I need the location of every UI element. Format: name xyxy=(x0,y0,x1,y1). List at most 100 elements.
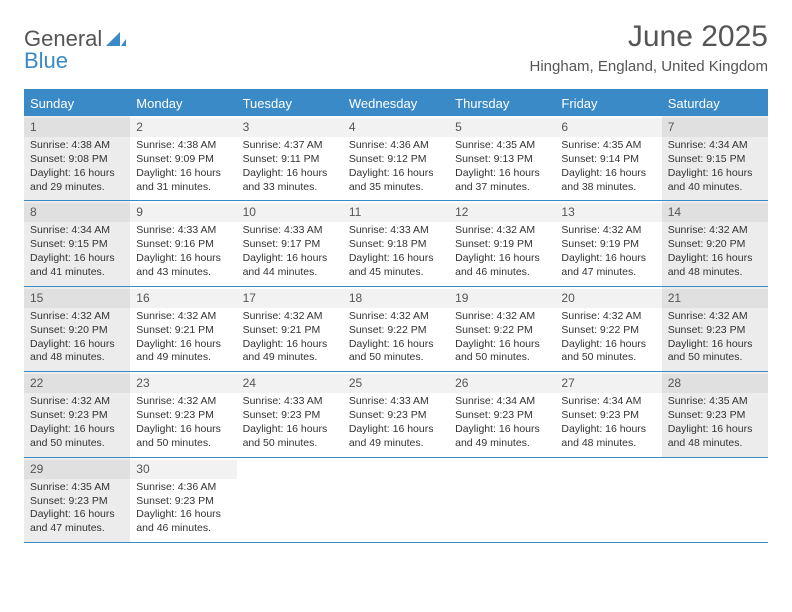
daylight-text-2: and 33 minutes. xyxy=(243,181,337,195)
daylight-text-1: Daylight: 16 hours xyxy=(561,423,655,437)
daylight-text-1: Daylight: 16 hours xyxy=(136,423,230,437)
day-number: 4 xyxy=(349,119,443,136)
calendar-cell: 28 Sunrise: 4:35 AMSunset: 9:23 PMDayligh… xyxy=(662,372,768,456)
day-number: 27 xyxy=(561,375,655,392)
day-number: 22 xyxy=(30,375,124,392)
sunset-text: Sunset: 9:22 PM xyxy=(349,324,443,338)
day-info: Sunrise: 4:33 AMSunset: 9:23 PMDaylight:… xyxy=(243,395,337,450)
dayhead-wednesday: Wednesday xyxy=(343,91,449,116)
calendar-cell: 1 Sunrise: 4:38 AMSunset: 9:08 PMDaylight… xyxy=(24,116,130,200)
daylight-text-1: Daylight: 16 hours xyxy=(349,167,443,181)
day-number: 28 xyxy=(668,375,762,392)
day-info: Sunrise: 4:35 AMSunset: 9:23 PMDaylight:… xyxy=(668,395,762,450)
sunrise-text: Sunrise: 4:34 AM xyxy=(30,224,124,238)
day-number-row: 5 xyxy=(449,118,555,137)
daylight-text-2: and 50 minutes. xyxy=(455,351,549,365)
day-number: 13 xyxy=(561,204,655,221)
sunset-text: Sunset: 9:19 PM xyxy=(455,238,549,252)
sunset-text: Sunset: 9:15 PM xyxy=(30,238,124,252)
daylight-text-2: and 41 minutes. xyxy=(30,266,124,280)
sunrise-text: Sunrise: 4:32 AM xyxy=(243,310,337,324)
daylight-text-2: and 50 minutes. xyxy=(30,437,124,451)
sunset-text: Sunset: 9:23 PM xyxy=(136,409,230,423)
calendar-cell: 8Sunrise: 4:34 AMSunset: 9:15 PMDaylight… xyxy=(24,201,130,285)
day-number-row: 12 xyxy=(449,203,555,222)
calendar-cell: 2Sunrise: 4:38 AMSunset: 9:09 PMDaylight… xyxy=(130,116,236,200)
calendar-cell xyxy=(237,458,343,542)
calendar-cell: 16Sunrise: 4:32 AMSunset: 9:21 PMDayligh… xyxy=(130,287,236,371)
day-number: 10 xyxy=(243,204,337,221)
day-number-row: 22 xyxy=(24,374,130,393)
daylight-text-2: and 47 minutes. xyxy=(30,522,124,536)
dayhead-thursday: Thursday xyxy=(449,91,555,116)
sunrise-text: Sunrise: 4:36 AM xyxy=(136,481,230,495)
daylight-text-2: and 31 minutes. xyxy=(136,181,230,195)
day-info: Sunrise: 4:38 AMSunset: 9:08 PMDaylight:… xyxy=(30,139,124,194)
sunrise-text: Sunrise: 4:33 AM xyxy=(243,395,337,409)
sunset-text: Sunset: 9:23 PM xyxy=(30,409,124,423)
day-number: 24 xyxy=(243,375,337,392)
calendar-week: 22Sunrise: 4:32 AMSunset: 9:23 PMDayligh… xyxy=(24,372,768,457)
day-number: 2 xyxy=(136,119,230,136)
daylight-text-2: and 48 minutes. xyxy=(30,351,124,365)
day-number-row: 19 xyxy=(449,289,555,308)
day-info: Sunrise: 4:32 AMSunset: 9:23 PMDaylight:… xyxy=(30,395,124,450)
sunrise-text: Sunrise: 4:32 AM xyxy=(349,310,443,324)
daylight-text-1: Daylight: 16 hours xyxy=(561,338,655,352)
calendar-cell: 15Sunrise: 4:32 AMSunset: 9:20 PMDayligh… xyxy=(24,287,130,371)
daylight-text-2: and 49 minutes. xyxy=(136,351,230,365)
day-number-row: 25 xyxy=(343,374,449,393)
day-number-row: 11 xyxy=(343,203,449,222)
daylight-text-2: and 50 minutes. xyxy=(349,351,443,365)
day-number: 5 xyxy=(455,119,549,136)
sunrise-text: Sunrise: 4:32 AM xyxy=(30,395,124,409)
calendar-cell: 18 Sunrise: 4:32 AMSunset: 9:22 PMDayligh… xyxy=(343,287,449,371)
sunrise-text: Sunrise: 4:33 AM xyxy=(349,395,443,409)
sunset-text: Sunset: 9:17 PM xyxy=(243,238,337,252)
sunset-text: Sunset: 9:12 PM xyxy=(349,153,443,167)
calendar-cell xyxy=(449,458,555,542)
calendar-cell: 14Sunrise: 4:32 AMSunset: 9:20 PMDayligh… xyxy=(662,201,768,285)
day-info: Sunrise: 4:32 AMSunset: 9:19 PMDaylight:… xyxy=(561,224,655,279)
calendar-cell: 21Sunrise: 4:32 AMSunset: 9:23 PMDayligh… xyxy=(662,287,768,371)
sunrise-text: Sunrise: 4:32 AM xyxy=(455,310,549,324)
sunset-text: Sunset: 9:23 PM xyxy=(561,409,655,423)
calendar-cell: 3Sunrise: 4:37 AMSunset: 9:11 PMDaylight… xyxy=(237,116,343,200)
calendar-cell: 4 Sunrise: 4:36 AMSunset: 9:12 PMDaylight… xyxy=(343,116,449,200)
sunrise-text: Sunrise: 4:32 AM xyxy=(455,224,549,238)
daylight-text-1: Daylight: 16 hours xyxy=(668,338,762,352)
daylight-text-1: Daylight: 16 hours xyxy=(668,423,762,437)
sunrise-text: Sunrise: 4:32 AM xyxy=(561,224,655,238)
sunset-text: Sunset: 9:18 PM xyxy=(349,238,443,252)
sunrise-text: Sunrise: 4:33 AM xyxy=(349,224,443,238)
sunrise-text: Sunrise: 4:32 AM xyxy=(136,395,230,409)
daylight-text-2: and 48 minutes. xyxy=(668,437,762,451)
daylight-text-1: Daylight: 16 hours xyxy=(136,252,230,266)
sunrise-text: Sunrise: 4:36 AM xyxy=(349,139,443,153)
day-number-row: 1 xyxy=(24,118,130,137)
day-number: 14 xyxy=(668,204,762,221)
daylight-text-1: Daylight: 16 hours xyxy=(349,423,443,437)
sunset-text: Sunset: 9:15 PM xyxy=(668,153,762,167)
sunrise-text: Sunrise: 4:32 AM xyxy=(136,310,230,324)
calendar-cell: 26Sunrise: 4:34 AMSunset: 9:23 PMDayligh… xyxy=(449,372,555,456)
daylight-text-2: and 43 minutes. xyxy=(136,266,230,280)
calendar-cell: 10Sunrise: 4:33 AMSunset: 9:17 PMDayligh… xyxy=(237,201,343,285)
calendar-cell xyxy=(555,458,661,542)
daylight-text-1: Daylight: 16 hours xyxy=(30,252,124,266)
day-number-row: 20 xyxy=(555,289,661,308)
daylight-text-1: Daylight: 16 hours xyxy=(243,423,337,437)
day-info: Sunrise: 4:34 AMSunset: 9:15 PMDaylight:… xyxy=(668,139,762,194)
calendar-page: General Blue June 2025 Hingham, England,… xyxy=(0,0,792,563)
sunrise-text: Sunrise: 4:35 AM xyxy=(668,395,762,409)
sunset-text: Sunset: 9:21 PM xyxy=(243,324,337,338)
day-info: Sunrise: 4:32 AMSunset: 9:22 PMDaylight:… xyxy=(349,310,443,365)
sunrise-text: Sunrise: 4:35 AM xyxy=(30,481,124,495)
day-number: 18 xyxy=(349,290,443,307)
daylight-text-2: and 50 minutes. xyxy=(561,351,655,365)
day-number-row: 27 xyxy=(555,374,661,393)
sunrise-text: Sunrise: 4:32 AM xyxy=(561,310,655,324)
sunset-text: Sunset: 9:22 PM xyxy=(561,324,655,338)
day-number: 11 xyxy=(349,204,443,221)
daylight-text-2: and 46 minutes. xyxy=(455,266,549,280)
